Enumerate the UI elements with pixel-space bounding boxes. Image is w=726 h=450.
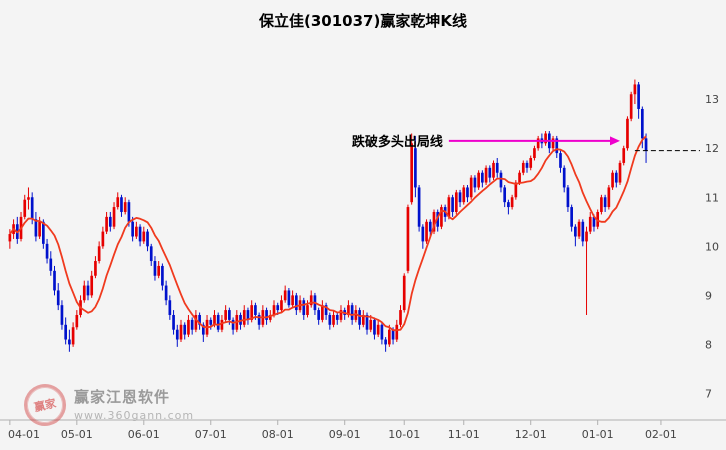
annotation: 跌破多头出局线 (352, 134, 621, 150)
candles-layer (8, 79, 648, 352)
y-axis: 13 12 11 10 9 8 7 (705, 93, 719, 400)
x-tick-label: 06-01 (128, 428, 160, 441)
x-tick-label: 07-01 (195, 428, 227, 441)
x-tick-label: 02-01 (645, 428, 677, 441)
x-tick-label: 08-01 (262, 428, 294, 441)
annotation-text: 跌破多头出局线 (352, 134, 443, 150)
x-tick-label: 09-01 (329, 428, 361, 441)
y-tick-label: 9 (705, 289, 712, 302)
x-tick-label: 12-01 (515, 428, 547, 441)
x-tick-label: 10-01 (388, 428, 420, 441)
chart-title: 保立佳(301037)赢家乾坤K线 (259, 12, 467, 30)
x-tick-label: 05-01 (61, 428, 93, 441)
y-tick-label: 12 (705, 142, 719, 155)
y-tick-label: 10 (705, 240, 719, 253)
y-tick-label: 11 (705, 191, 719, 204)
x-axis: 04-01 05-01 06-01 07-01 08-01 09-01 10-01 11-01… (0, 419, 726, 441)
y-tick-label: 13 (705, 93, 719, 106)
arrow-head-icon (610, 136, 621, 146)
ma-line (9, 135, 647, 332)
x-tick-label: 01-01 (582, 428, 614, 441)
x-tick-label: 11-01 (448, 428, 480, 441)
x-tick-label: 04-01 (8, 428, 40, 441)
y-tick-label: 7 (705, 387, 712, 400)
y-tick-label: 8 (705, 338, 712, 351)
